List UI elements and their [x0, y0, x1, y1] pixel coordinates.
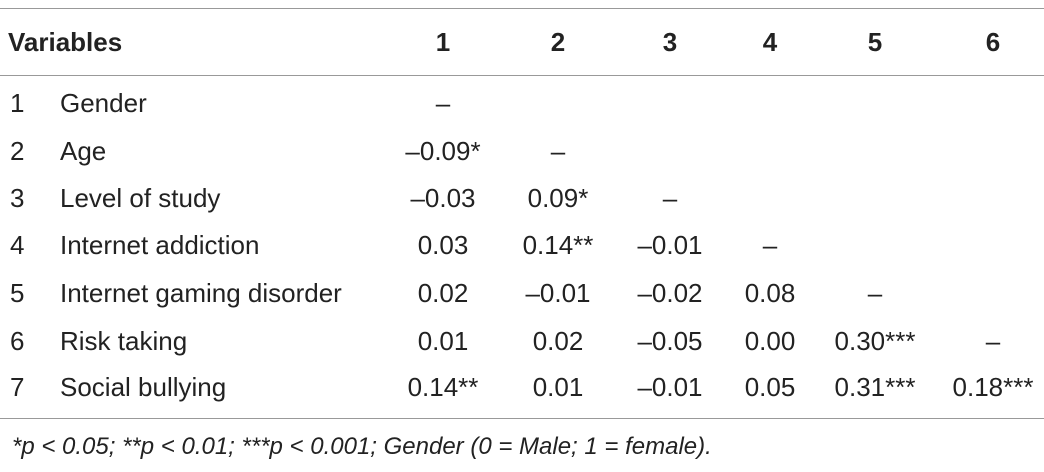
header-col-4: 4: [762, 27, 778, 57]
cell-value: 0.02: [417, 278, 469, 308]
header-col-6: 6: [985, 27, 1001, 57]
cell-value: 0.00: [744, 326, 796, 356]
row-label: Level of study: [60, 183, 221, 213]
cell-value: 0.01: [532, 372, 584, 402]
row-number: 3: [10, 183, 25, 213]
row-label: Internet gaming disorder: [60, 278, 342, 308]
table-top-rule: [0, 8, 1044, 9]
cell-value: –0.01: [525, 278, 591, 308]
cell-value: –: [550, 136, 566, 166]
table-bottom-rule: [0, 418, 1044, 419]
cell-value: 0.30***: [834, 326, 916, 356]
cell-value: –: [435, 88, 451, 118]
row-label: Risk taking: [60, 326, 188, 356]
row-label: Internet addiction: [60, 230, 260, 260]
header-col-5: 5: [867, 27, 883, 57]
cell-value: –0.03: [410, 183, 476, 213]
cell-value: –: [985, 326, 1001, 356]
row-label: Age: [60, 136, 107, 166]
cell-value: 0.09*: [527, 183, 589, 213]
cell-value: –: [867, 278, 883, 308]
cell-value: 0.31***: [834, 372, 916, 402]
row-number: 7: [10, 372, 25, 402]
cell-value: –0.09*: [405, 136, 481, 166]
row-label: Social bullying: [60, 372, 227, 402]
header-col-1: 1: [435, 27, 451, 57]
cell-value: –0.01: [637, 230, 703, 260]
cell-value: 0.05: [744, 372, 796, 402]
cell-value: 0.02: [532, 326, 584, 356]
row-number: 1: [10, 88, 25, 118]
cell-value: 0.18***: [952, 372, 1034, 402]
cell-value: 0.14**: [522, 230, 594, 260]
cell-value: 0.03: [417, 230, 469, 260]
table-header-rule: [0, 75, 1044, 76]
cell-value: 0.08: [744, 278, 796, 308]
cell-value: –0.02: [637, 278, 703, 308]
table-footnote: *p < 0.05; **p < 0.01; ***p < 0.001; Gen…: [12, 433, 712, 460]
cell-value: –: [662, 183, 678, 213]
cell-value: 0.14**: [407, 372, 479, 402]
row-number: 4: [10, 230, 25, 260]
cell-value: 0.01: [417, 326, 469, 356]
header-col-3: 3: [662, 27, 678, 57]
cell-value: –0.01: [637, 372, 703, 402]
row-number: 5: [10, 278, 25, 308]
header-variables: Variables: [8, 27, 123, 57]
row-number: 6: [10, 326, 25, 356]
row-label: Gender: [60, 88, 147, 118]
cell-value: –0.05: [637, 326, 703, 356]
header-col-2: 2: [550, 27, 566, 57]
cell-value: –: [762, 230, 778, 260]
row-number: 2: [10, 136, 25, 166]
